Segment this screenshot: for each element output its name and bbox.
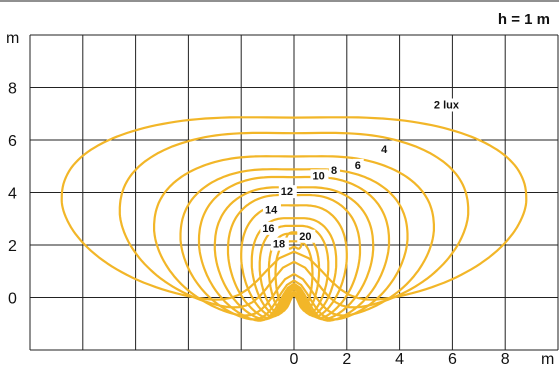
x-tick-label: 2 — [342, 351, 351, 367]
isolux-contour — [226, 193, 362, 320]
contour-label-halo — [278, 185, 297, 199]
isolux-contour — [240, 204, 348, 318]
isolux-contour — [118, 131, 470, 309]
contour-label: 18 — [273, 239, 285, 251]
isolux-contour — [179, 168, 409, 321]
contour-label-halo — [431, 98, 471, 112]
contour-label: 20 — [299, 231, 311, 243]
contour-label: 2 lux — [434, 100, 460, 112]
contour-label-halo — [262, 203, 281, 217]
contour-label-halo — [379, 143, 391, 157]
x-tick-label: 8 — [501, 351, 510, 367]
y-tick-label: 0 — [8, 291, 17, 308]
y-tick-label: 2 — [8, 238, 17, 255]
y-tick-label: 4 — [8, 186, 17, 203]
isolux-contour — [60, 116, 528, 301]
y-axis-unit: m — [6, 30, 19, 47]
contour-label: 10 — [312, 170, 324, 182]
isolux-contour — [258, 224, 330, 315]
contour-label-halo — [328, 164, 340, 178]
contour-label-halo — [270, 237, 289, 251]
y-tick-label: 8 — [8, 81, 17, 98]
isolux-contour — [153, 155, 435, 317]
x-tick-label: 4 — [395, 351, 404, 367]
contour-label-halo — [297, 229, 316, 243]
contour-label: 4 — [381, 144, 388, 156]
isolux-contour — [250, 217, 338, 317]
contour-label-halo — [260, 221, 279, 235]
x-axis-unit: m — [541, 351, 554, 367]
x-tick-label: 0 — [290, 351, 299, 367]
y-tick-label: 6 — [8, 133, 17, 150]
chart-title: h = 1 m — [498, 11, 550, 28]
contour-label-halo — [310, 169, 329, 183]
contour-label: 6 — [355, 160, 361, 172]
isolux-contour — [213, 186, 375, 321]
contour-label-halo — [352, 158, 364, 172]
isolux-contour — [274, 240, 314, 311]
contour-label: 16 — [262, 223, 274, 235]
grid — [0, 0, 559, 351]
contour-label: 8 — [331, 165, 337, 177]
tick-labels: 0 2 4 6 8 0 2 4 6 8 — [8, 81, 510, 367]
contour-label: 12 — [281, 186, 293, 198]
x-tick-label: 6 — [448, 351, 457, 367]
contour-label: 14 — [265, 205, 278, 217]
isolux-contour — [197, 175, 391, 322]
